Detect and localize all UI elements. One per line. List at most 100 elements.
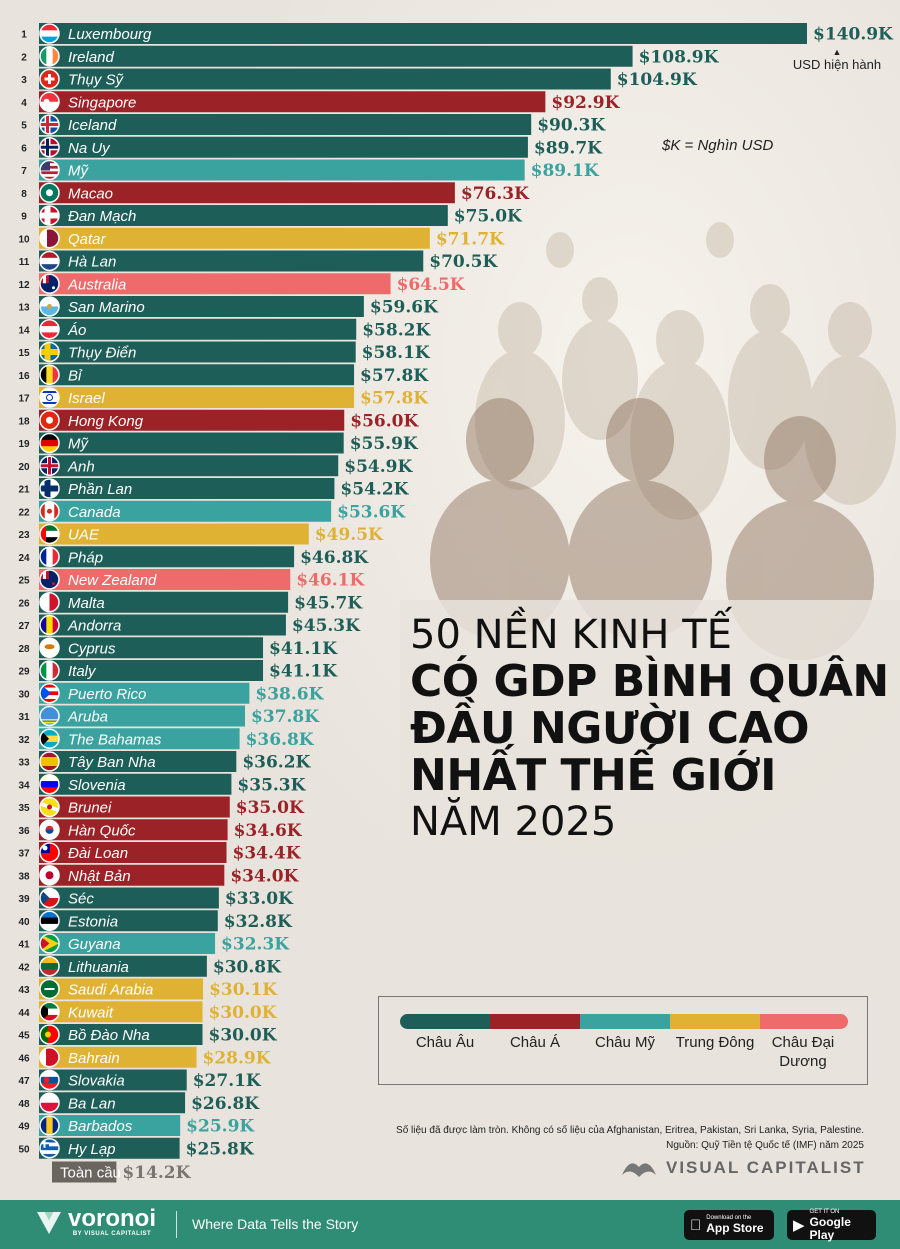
flag-ring bbox=[39, 205, 60, 226]
value-label: $57.8K bbox=[360, 366, 429, 386]
flag-ring bbox=[39, 319, 60, 340]
country-label: Lithuania bbox=[68, 959, 129, 976]
flag-bn-icon bbox=[40, 797, 59, 817]
flag-ring bbox=[39, 1069, 60, 1091]
google-play-button[interactable]: ▶ GET IT ON Google Play bbox=[787, 1209, 876, 1241]
flag-il-icon bbox=[40, 388, 59, 407]
chart-title: 50 NỀN KINH TẾ CÓ GDP BÌNH QUÂN ĐẦU NGƯỜ… bbox=[410, 612, 889, 845]
country-label: New Zealand bbox=[68, 572, 157, 589]
rank-label: 47 bbox=[18, 1076, 30, 1087]
chart-row: 38 Nhật Bản $34.0K bbox=[18, 864, 300, 886]
bar bbox=[39, 523, 309, 545]
bar bbox=[39, 23, 807, 44]
country-label: Đài Loan bbox=[68, 845, 128, 862]
value-label: $46.1K bbox=[296, 571, 365, 591]
flag-cy-icon bbox=[40, 638, 59, 658]
flag-nl-icon bbox=[40, 251, 59, 271]
chart-row: 10 Qatar $71.7K bbox=[18, 227, 505, 249]
chart-row: 39 Séc $33.0K bbox=[18, 887, 294, 909]
flag-ring bbox=[39, 751, 60, 772]
chart-row: 2 Ireland $108.9K bbox=[21, 45, 720, 67]
country-label: Mỹ bbox=[68, 436, 89, 453]
rank-label: 8 bbox=[21, 189, 27, 200]
rank-label: 25 bbox=[18, 576, 30, 587]
flag-us-icon bbox=[40, 160, 59, 180]
unit-label: USD hiện hành bbox=[792, 57, 882, 72]
value-label: $35.0K bbox=[236, 798, 305, 818]
value-label: $57.8K bbox=[360, 389, 429, 409]
flag-fr-icon bbox=[40, 547, 59, 567]
bar bbox=[39, 205, 448, 226]
app-store-small-label: Download on the bbox=[695, 1215, 751, 1221]
legend-label-europe: Châu Âu bbox=[415, 1034, 475, 1051]
flag-ring bbox=[39, 159, 60, 181]
voronoi-logo[interactable]: voronoi BY VISUAL CAPITALIST bbox=[34, 1207, 156, 1237]
value-label: $41.1K bbox=[269, 639, 338, 659]
flag-no-icon bbox=[40, 137, 59, 157]
country-label: Estonia bbox=[68, 913, 118, 930]
flag-ring bbox=[39, 1047, 60, 1068]
chart-row: 33 Tây Ban Nha $36.2K bbox=[18, 751, 312, 773]
flag-ring bbox=[39, 296, 60, 317]
rank-label: 31 bbox=[18, 712, 30, 723]
flag-hk-icon bbox=[40, 410, 59, 430]
bar bbox=[39, 318, 357, 340]
bar bbox=[39, 910, 218, 932]
value-label: $38.6K bbox=[255, 684, 324, 704]
value-label: $30.1K bbox=[209, 980, 278, 1000]
title-line-5: NĂM 2025 bbox=[410, 799, 617, 845]
bar bbox=[39, 614, 286, 636]
flag-tw-icon bbox=[40, 843, 59, 862]
flag-si-icon bbox=[40, 774, 59, 794]
flag-fi-icon bbox=[40, 479, 59, 498]
country-label: Cyprus bbox=[68, 640, 116, 657]
flag-ring bbox=[39, 23, 60, 44]
flag-ring bbox=[39, 250, 60, 272]
flag-lt-icon bbox=[40, 956, 59, 976]
flag-kr-icon bbox=[40, 820, 59, 840]
rank-label: 27 bbox=[18, 621, 30, 632]
chart-row: 49 Barbados $25.9K bbox=[18, 1115, 255, 1137]
rank-label: 7 bbox=[21, 166, 27, 177]
country-label: Thụy Điển bbox=[68, 345, 136, 362]
flag-ring bbox=[39, 1024, 60, 1045]
flag-ring bbox=[39, 660, 60, 681]
rank-label: 10 bbox=[18, 234, 30, 245]
google-play-icon: ▶ bbox=[793, 1217, 805, 1234]
country-label: Macao bbox=[68, 185, 113, 202]
flag-es-icon bbox=[40, 752, 59, 771]
country-label: Bahrain bbox=[68, 1050, 120, 1067]
country-label: Thụy Sỹ bbox=[68, 72, 125, 89]
flag-ring bbox=[39, 933, 60, 954]
value-label: $53.6K bbox=[337, 502, 406, 522]
rank-label: 11 bbox=[19, 257, 30, 268]
country-label: Iceland bbox=[68, 117, 117, 134]
bar bbox=[39, 933, 216, 954]
bar bbox=[39, 250, 424, 272]
chart-row: 17 Israel $57.8K bbox=[18, 387, 429, 409]
flag-ring bbox=[39, 796, 60, 818]
flag-ring bbox=[39, 865, 60, 886]
chart-row: 7 Mỹ $89.1K bbox=[21, 159, 600, 181]
flag-ring bbox=[39, 46, 60, 67]
value-label: $89.7K bbox=[534, 138, 603, 158]
country-label: Israel bbox=[68, 390, 105, 407]
value-label: $108.9K bbox=[639, 47, 720, 67]
flag-ring bbox=[39, 523, 60, 545]
flag-ring bbox=[39, 1001, 60, 1022]
flag-is-icon bbox=[40, 115, 59, 134]
country-label: Nhật Bản bbox=[68, 868, 131, 885]
rank-label: 24 bbox=[18, 553, 30, 564]
flag-aw-icon bbox=[40, 706, 59, 726]
flag-be-icon bbox=[40, 365, 59, 385]
value-label: $75.0K bbox=[454, 207, 523, 227]
country-label: Hy Lạp bbox=[68, 1141, 116, 1158]
country-label: Đan Mạch bbox=[68, 208, 136, 225]
country-label: Canada bbox=[68, 504, 121, 521]
footer-bar: voronoi BY VISUAL CAPITALIST Where Data … bbox=[0, 1200, 900, 1249]
flag-ring bbox=[39, 137, 60, 158]
bar bbox=[39, 546, 295, 568]
rank-label: 50 bbox=[18, 1144, 30, 1155]
country-label: Na Uy bbox=[68, 140, 111, 157]
